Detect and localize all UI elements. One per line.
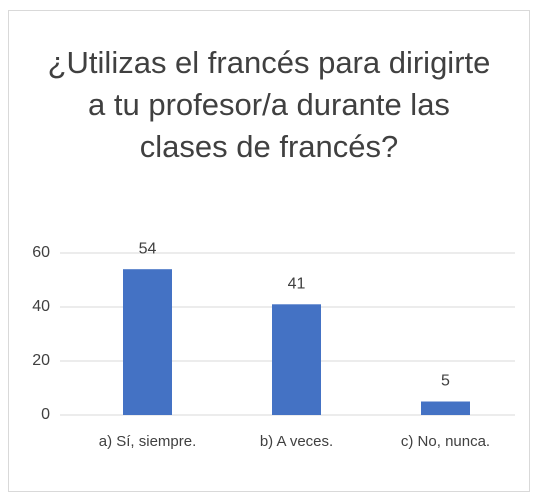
bar (421, 401, 470, 415)
data-label: 54 (139, 240, 157, 257)
y-tick-label: 0 (41, 406, 50, 423)
x-tick-label: a) Sí, siempre. (98, 433, 197, 450)
bar (272, 304, 321, 415)
data-label: 5 (441, 373, 450, 390)
x-tick-label: c) No, nunca. (400, 433, 491, 450)
y-tick-label: 20 (32, 352, 50, 369)
y-tick-label: 60 (32, 244, 50, 261)
data-label: 41 (288, 276, 306, 293)
x-tick-label: b) A veces. (259, 433, 334, 450)
y-tick-label: 40 (32, 298, 50, 315)
bar (123, 269, 172, 415)
chart-title: ¿Utilizas el francés para dirigirte a tu… (47, 45, 491, 164)
